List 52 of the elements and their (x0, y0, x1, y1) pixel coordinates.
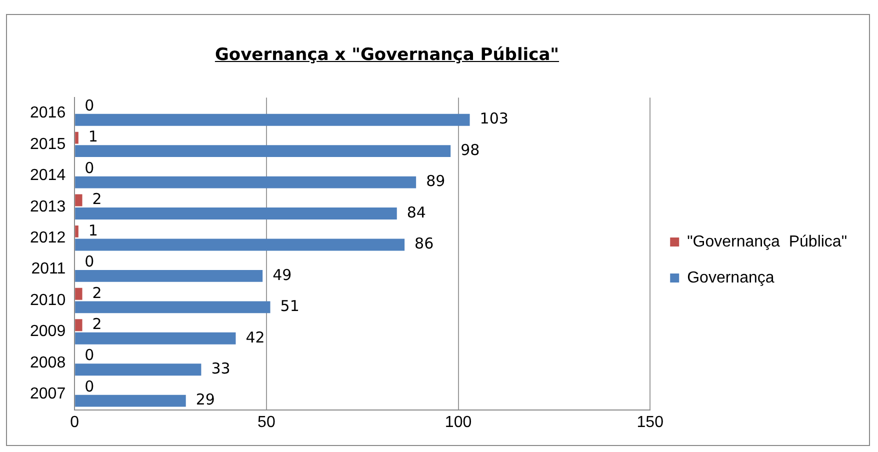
bar (75, 319, 82, 332)
x-tick-label: 50 (258, 414, 276, 431)
data-label: 0 (84, 96, 94, 114)
y-tick-label: 2013 (30, 198, 66, 216)
y-tick-label: 2012 (30, 229, 66, 246)
data-label: 0 (84, 377, 94, 396)
bar (75, 176, 416, 188)
bar (75, 238, 405, 251)
y-tick-label: 2008 (30, 354, 66, 372)
bar (75, 132, 78, 144)
bar (75, 225, 78, 238)
legend-label: "Governança Pública" (687, 233, 847, 250)
legend-label: Governança (687, 269, 774, 286)
data-label: 1 (88, 221, 98, 240)
bar (75, 394, 186, 407)
bar (75, 145, 451, 158)
data-label: 2 (92, 315, 102, 334)
y-tick-label: 2009 (30, 323, 66, 340)
data-label: 0 (84, 252, 94, 271)
data-label: 2 (92, 284, 102, 302)
x-tick-label: 0 (70, 414, 80, 431)
y-tick-label: 2014 (30, 167, 66, 184)
bar (75, 332, 236, 344)
data-label: 0 (84, 158, 94, 177)
x-tick-label: 150 (636, 414, 664, 431)
bar (75, 270, 263, 282)
data-label: 84 (406, 203, 426, 222)
data-label: 0 (84, 346, 94, 364)
y-tick-label: 2007 (30, 386, 66, 403)
bar (75, 208, 397, 220)
data-label: 1 (88, 128, 98, 146)
y-tick-label: 2010 (30, 292, 66, 309)
data-label: 103 (480, 110, 508, 128)
y-tick-label: 2015 (30, 136, 66, 153)
data-label: 89 (426, 172, 446, 190)
data-label: 42 (246, 328, 265, 346)
data-label: 98 (460, 140, 480, 159)
bar (75, 194, 82, 206)
x-tick-label: 100 (444, 414, 472, 431)
data-label: 49 (272, 266, 292, 284)
chart-title: Governança x "Governança Pública" (214, 45, 560, 65)
bar (75, 288, 82, 300)
y-tick-label: 2016 (30, 104, 66, 122)
data-label: 51 (280, 297, 300, 316)
bar (75, 114, 470, 126)
data-label: 29 (196, 390, 215, 409)
data-label: 2 (92, 190, 102, 208)
y-tick-label: 2011 (31, 260, 66, 278)
bar (75, 364, 202, 376)
data-label: 86 (414, 234, 434, 253)
data-label: 33 (211, 359, 230, 378)
bar (75, 301, 270, 314)
